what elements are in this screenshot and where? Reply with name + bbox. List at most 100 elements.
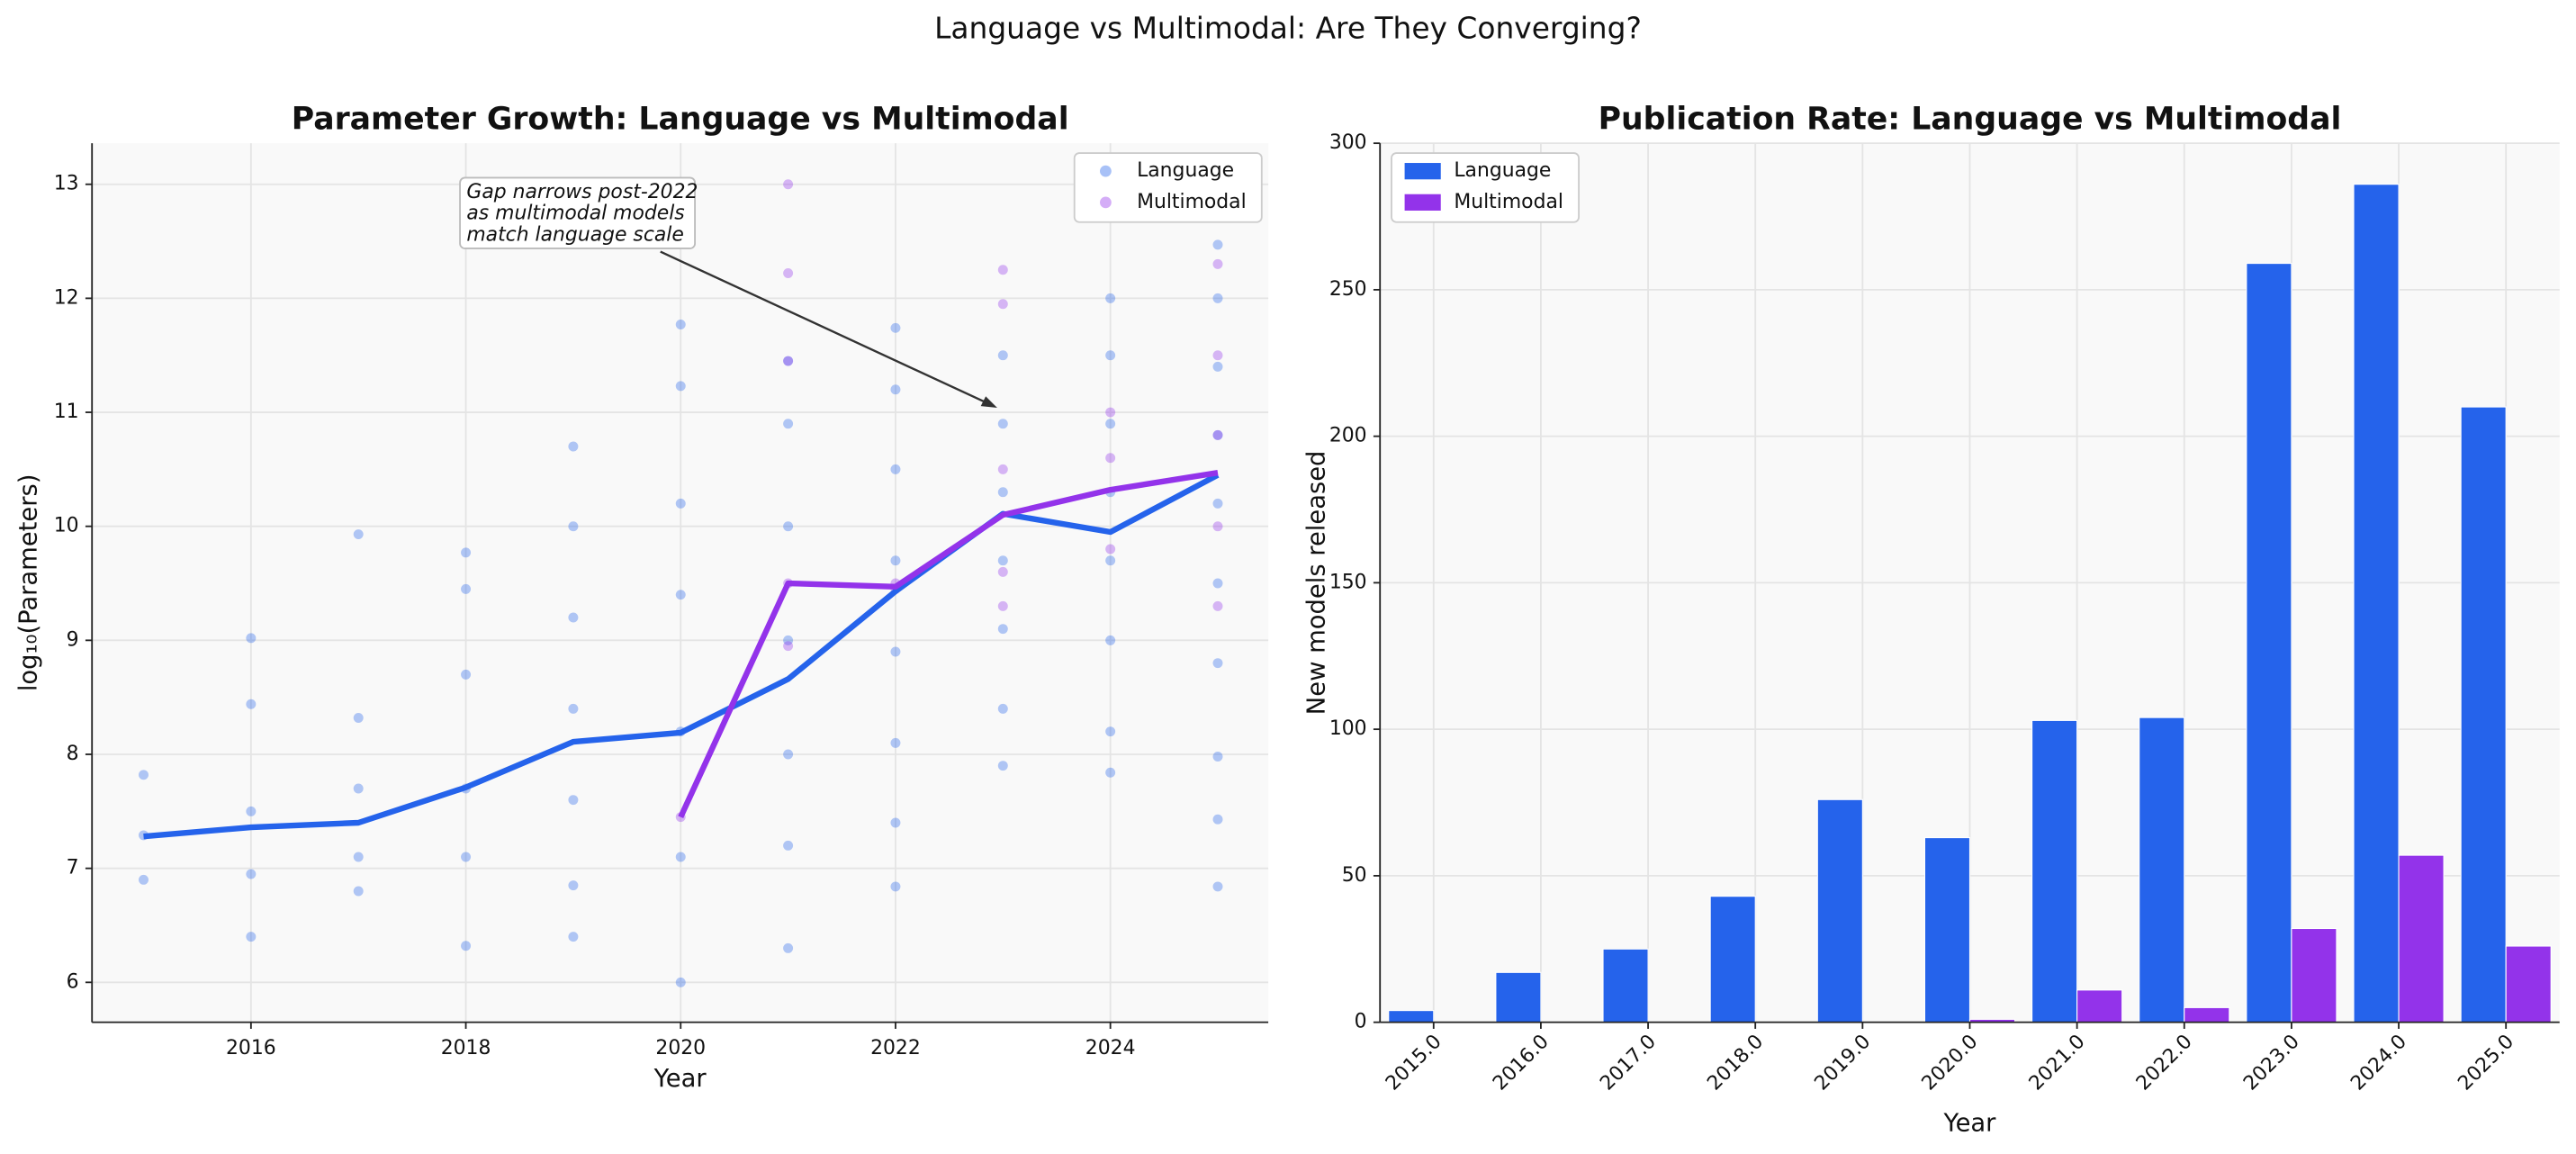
y-tick-label: 250 [1329,278,1367,301]
scatter-point [568,612,579,623]
y-tick-label: 7 [67,857,79,879]
y-tick-label: 10 [54,515,79,537]
legend-label: Multimodal [1454,191,1563,213]
y-tick-label: 9 [67,628,79,651]
x-tick-label: 2022.0 [2132,1031,2197,1095]
scatter-point [246,869,257,879]
scatter-point [1212,429,1223,440]
scatter-point [997,555,1008,566]
figure-title: Language vs Multimodal: Are They Converg… [934,12,1642,46]
scatter-point [1212,498,1223,509]
scatter-point [675,381,686,392]
scatter-point [1105,407,1116,418]
scatter-point [890,737,901,748]
x-tick-label: 2020.0 [1918,1031,1983,1095]
scatter-point [1212,814,1223,825]
bar [2505,945,2552,1023]
bar [1923,837,1971,1023]
bar [2184,1006,2230,1023]
trend-line [678,470,1219,818]
scatter-point [246,932,257,942]
x-tick-label: 2025.0 [2454,1031,2518,1095]
y-tick-label: 150 [1329,571,1367,593]
bar [2353,184,2400,1023]
bar [1388,1010,1435,1023]
scatter-point [997,487,1008,498]
scatter-point [461,941,472,951]
bar [1602,948,1649,1023]
scatter-point [675,320,686,329]
bar [2139,717,2185,1023]
legend-swatch [1100,165,1112,177]
y-tick-label: 8 [67,743,79,765]
annotation-box [459,176,696,249]
y-tick-label: 200 [1329,425,1367,447]
scatter-point [568,795,579,806]
scatter-point [1105,767,1116,778]
scatter-point [246,806,257,816]
trend-line [143,472,1220,840]
y-tick-label: 300 [1329,131,1367,154]
x-tick-label: 2016 [226,1037,276,1059]
scatter-point [997,265,1008,275]
y-tick-label: 13 [54,173,79,195]
legend-swatch [1404,194,1441,211]
scatter-point [353,852,364,862]
x-axis-label: Year [1943,1109,1997,1137]
y-axis-label: log₁₀(Parameters) [14,474,42,692]
scatter-point [1105,635,1116,645]
scatter-point [1212,361,1223,372]
scatter-point [997,464,1008,474]
scatter-point [353,712,364,723]
scatter-point [139,874,149,885]
annotation-text: as multimodal models [466,203,684,225]
x-tick-label: 2022 [870,1037,921,1059]
x-tick-label: 2018.0 [1703,1031,1768,1095]
scatter-point [890,464,901,474]
scatter-point [997,624,1008,635]
y-tick-label: 6 [67,970,79,993]
x-tick-label: 2021.0 [2025,1031,2090,1095]
x-tick-label: 2019.0 [1810,1031,1875,1095]
y-tick-label: 11 [54,401,79,423]
scatter-point [783,942,794,953]
scatter-point [890,384,901,395]
scatter-point [568,703,579,714]
scatter-point [353,529,364,540]
scatter-point [568,441,579,452]
scatter-point [890,881,901,892]
x-tick-label: 2018 [441,1037,491,1059]
bar [2031,719,2078,1023]
scatter-point [1212,258,1223,269]
scatter-point [1105,293,1116,303]
scatter-point [1105,350,1116,361]
scatter-point [783,268,794,278]
legend-label: Multimodal [1137,191,1247,213]
scatter-point [890,646,901,657]
scatter-point [1212,752,1223,762]
scatter-point [783,179,794,190]
scatter-point [997,350,1008,361]
scatter-point [783,840,794,851]
x-tick-label: 2020 [655,1037,706,1059]
scatter-point [1212,239,1223,250]
annotation-text: Gap narrows post-2022 [466,181,698,203]
scatter-point [568,521,579,532]
scatter-point [246,633,257,644]
chart-title: Publication Rate: Language vs Multimodal [1599,102,2342,138]
annotation-arrowhead [980,396,997,408]
scatter-point [1212,429,1223,440]
scatter-point [1212,881,1223,892]
scatter-point [139,770,149,780]
scatter-point [1105,555,1116,566]
scatter-point [997,419,1008,429]
scatter-point [997,703,1008,714]
scatter-point [997,566,1008,577]
legend-swatch [1100,196,1112,209]
scatter-point [675,590,686,600]
x-tick-label: 2017.0 [1596,1031,1661,1095]
scatter-point [461,852,472,862]
scatter-point [353,886,364,897]
scatter-point [783,641,794,652]
legend-label: Language [1137,159,1234,182]
